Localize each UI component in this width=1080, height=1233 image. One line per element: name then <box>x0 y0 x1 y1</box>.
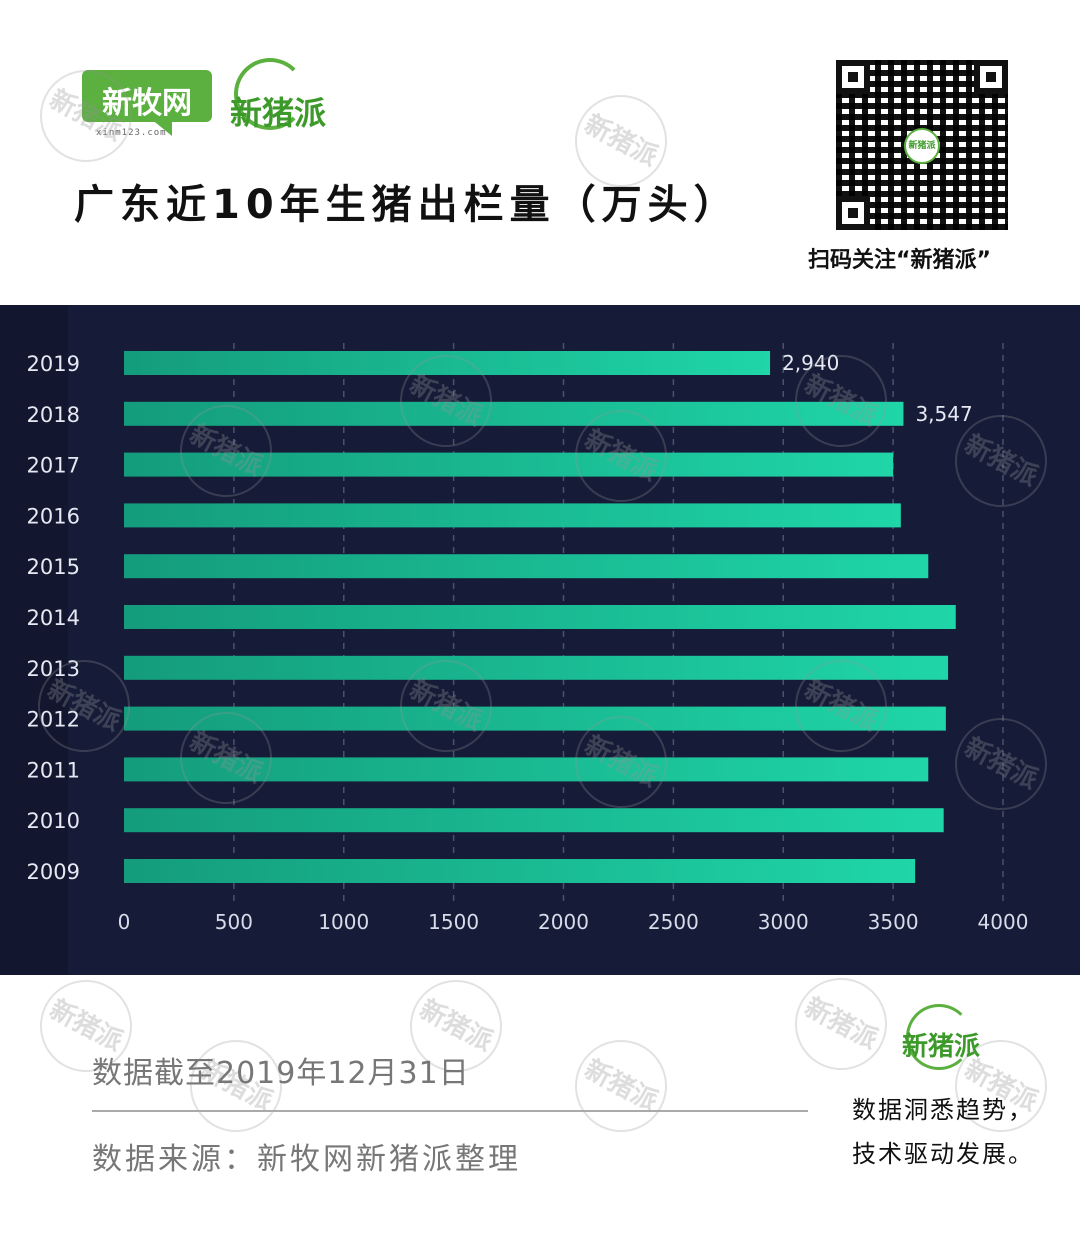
y-tick-label: 2017 <box>27 454 80 478</box>
bar-2013 <box>124 655 949 680</box>
panel-left-strip <box>0 305 68 975</box>
y-tick-label: 2012 <box>27 708 80 732</box>
x-tick-label: 3500 <box>868 910 919 934</box>
footer-logo: 新猪派 <box>896 1004 996 1074</box>
x-tick-label: 2000 <box>538 910 589 934</box>
x-tick-label: 1500 <box>428 910 479 934</box>
xinmu-logo: 新牧网 <box>82 70 212 122</box>
y-tick-label: 2009 <box>27 860 80 884</box>
bar-2011 <box>124 757 929 782</box>
slogan-line-2: 技术驱动发展。 <box>852 1140 1034 1168</box>
xinzhupai-logo-ring <box>234 58 306 130</box>
qr-code: 新猪派 <box>836 60 1008 230</box>
xinmu-logo-tail <box>150 118 172 136</box>
data-label-2018: 3,547 <box>915 402 972 426</box>
xinzhupai-logo: 新猪派 <box>222 58 334 132</box>
footer-logo-ring <box>906 1004 972 1070</box>
y-tick-label: 2013 <box>27 657 80 681</box>
x-tick-label: 500 <box>215 910 253 934</box>
chart-panel: 0 500 1000 1500 2000 2500 3000 3500 4000 2019 2,94… <box>0 305 1080 975</box>
bar-2010 <box>124 808 944 833</box>
qr-finder-top-left <box>836 60 870 94</box>
bar-2018 <box>124 401 904 426</box>
y-tick-label: 2015 <box>27 555 80 579</box>
y-tick-label: 2011 <box>27 758 80 782</box>
bar-2012 <box>124 706 946 731</box>
x-tick-label: 1000 <box>318 910 369 934</box>
xinmu-logo-text: 新牧网 <box>102 86 192 121</box>
xinmu-logo-url: xinm123.com <box>96 128 167 138</box>
data-cutoff-note: 数据截至2019年12月31日 <box>92 1056 470 1091</box>
bar-chart: 0 500 1000 1500 2000 2500 3000 3500 4000 2019 2,94… <box>0 305 1029 975</box>
footer-divider <box>92 1110 808 1112</box>
x-tick-label: 4000 <box>978 910 1029 934</box>
qr-finder-bottom-left <box>836 196 870 230</box>
qr-finder-top-right <box>974 60 1008 94</box>
y-tick-label: 2019 <box>27 352 80 376</box>
slogan-line-1: 数据洞悉趋势， <box>852 1096 1034 1124</box>
bar-2015 <box>124 554 929 579</box>
data-label-2019: 2,940 <box>782 351 839 375</box>
bar-2019 <box>124 351 771 375</box>
qr-center-logo: 新猪派 <box>904 128 940 164</box>
watermark: 新猪派 <box>778 961 904 1087</box>
x-tick-label: 2500 <box>648 910 699 934</box>
y-tick-label: 2010 <box>27 809 80 833</box>
x-tick-label: 0 <box>118 910 131 934</box>
x-tick-label: 3000 <box>758 910 809 934</box>
bar-2017 <box>124 452 894 477</box>
bar-2009 <box>124 859 916 883</box>
watermark: 新猪派 <box>558 1023 684 1149</box>
bar-2014 <box>124 605 956 629</box>
footer-logo-text: 新猪派 <box>902 1032 981 1062</box>
data-source-note: 数据来源：新牧网新猪派整理 <box>92 1142 521 1177</box>
y-tick-label: 2018 <box>27 403 80 427</box>
xinzhupai-logo-text: 新猪派 <box>230 94 327 132</box>
bar-2016 <box>124 503 901 528</box>
qr-caption: 扫码关注“新猪派” <box>808 248 991 273</box>
y-tick-label: 2016 <box>27 504 80 528</box>
page-title: 广东近10年生猪出栏量（万头） <box>74 182 740 228</box>
y-tick-label: 2014 <box>27 606 80 630</box>
